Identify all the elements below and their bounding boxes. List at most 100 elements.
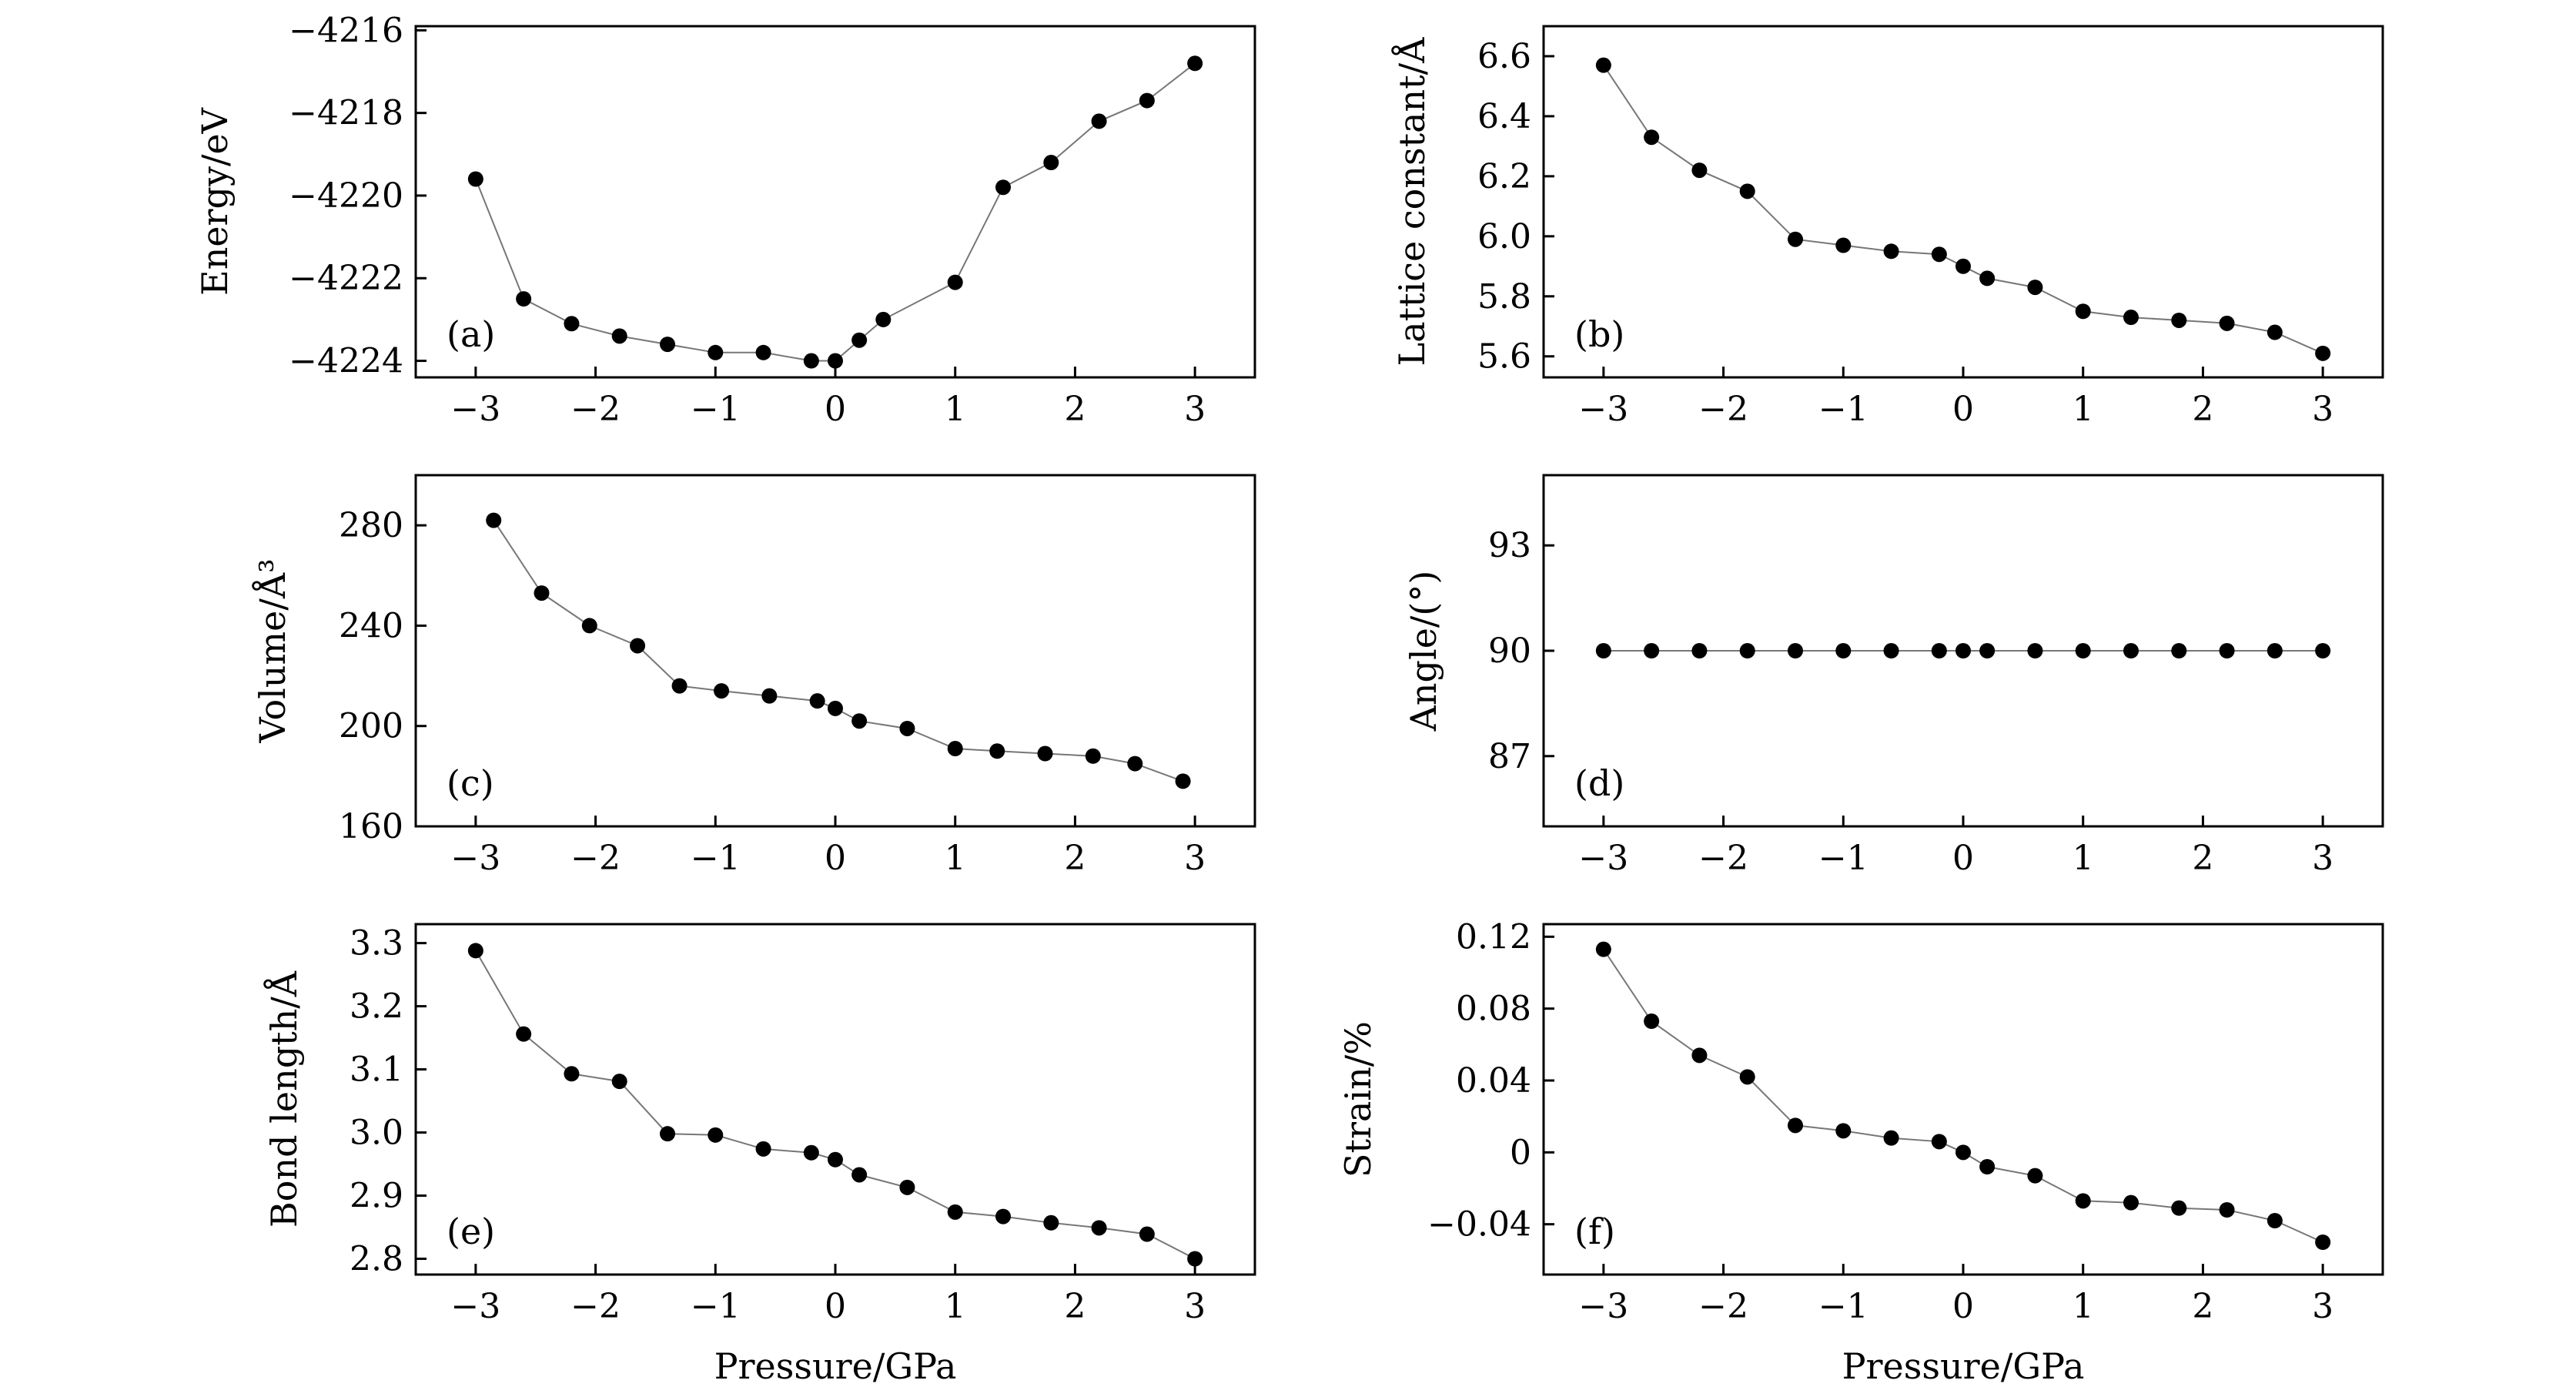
- panel-label: (b): [1574, 313, 1624, 355]
- x-tick-label: −2: [570, 1287, 621, 1326]
- data-point: [660, 1126, 675, 1142]
- x-tick-label: 2: [2192, 839, 2213, 878]
- data-point: [2315, 643, 2331, 658]
- data-point: [1835, 1123, 1852, 1139]
- y-tick-label: 5.6: [1477, 337, 1531, 377]
- data-point: [1091, 113, 1107, 129]
- panel-3: −3 −2 −1 0 1 2 3 87 90 93 Angle/(°) (d): [1403, 474, 2384, 878]
- panel-label: (d): [1574, 762, 1624, 804]
- plot-frame: [414, 474, 1256, 828]
- x-tick-label: −1: [691, 1287, 741, 1326]
- y-tick-label: 280: [339, 506, 403, 545]
- panel-0: −3 −2 −1 0 1 2 3 −4224 −4222 −4220 −4218 −4216 Energ…: [194, 11, 1256, 429]
- panel-4: −3 −2 −1 0 1 2 3 2.8 2.9 3.0 3.1 3.2 3.3 Bond length/…: [263, 923, 1256, 1387]
- x-tick-label: 3: [1184, 1287, 1206, 1326]
- data-point: [2027, 280, 2043, 296]
- data-point: [2219, 315, 2235, 331]
- y-tick-label: 93: [1488, 526, 1531, 565]
- plot-frame: [1542, 25, 2384, 379]
- x-tick-label: −1: [1818, 390, 1868, 429]
- data-point: [630, 638, 646, 654]
- data-point: [1037, 745, 1053, 762]
- data-point: [1139, 92, 1155, 109]
- y-tick-label: 6.2: [1477, 157, 1531, 196]
- x-tick-label: −3: [1578, 390, 1628, 429]
- x-axis-label: Pressure/GPa: [1842, 1345, 2085, 1387]
- x-tick-label: 0: [1952, 839, 1974, 878]
- data-point: [2315, 345, 2331, 361]
- x-tick-label: 0: [1952, 390, 1974, 429]
- x-tick-label: −3: [1578, 839, 1628, 878]
- y-tick-label: −0.04: [1427, 1205, 1531, 1245]
- y-tick-label: 240: [339, 606, 403, 645]
- data-point: [828, 700, 843, 716]
- data-point: [611, 328, 627, 344]
- data-point: [1175, 773, 1191, 789]
- data-point: [1955, 643, 1971, 658]
- data-point: [1931, 246, 1947, 263]
- data-point: [1835, 237, 1852, 253]
- x-tick-label: −1: [1818, 1287, 1868, 1326]
- data-point: [2075, 643, 2091, 658]
- data-point: [1931, 643, 1947, 658]
- data-point: [516, 291, 532, 307]
- plot-frame: [1542, 923, 2384, 1276]
- data-point: [486, 512, 502, 528]
- data-point: [2123, 1194, 2139, 1211]
- y-axis-label: Volume/Å³: [251, 558, 293, 743]
- x-tick-label: 1: [2073, 390, 2094, 429]
- x-tick-label: −2: [1698, 1287, 1748, 1326]
- y-tick-label: −4218: [289, 94, 403, 133]
- panel-label: (c): [447, 762, 494, 804]
- y-tick-label: 3.2: [350, 987, 403, 1027]
- panel-label: (e): [447, 1211, 495, 1252]
- data-point: [995, 1208, 1011, 1225]
- series-line: [474, 62, 1196, 362]
- data-point: [1979, 1159, 1996, 1174]
- data-point: [947, 1204, 963, 1220]
- data-point: [995, 179, 1011, 196]
- data-point: [611, 1074, 627, 1090]
- data-point: [875, 311, 892, 327]
- data-point: [2267, 1213, 2283, 1228]
- data-point: [1691, 162, 1708, 179]
- y-axis-label: Angle/(°): [1403, 571, 1444, 732]
- data-point: [1955, 258, 1971, 274]
- data-point: [671, 678, 687, 694]
- data-point: [2219, 1202, 2235, 1218]
- data-point: [1931, 1134, 1947, 1150]
- data-point: [1883, 1130, 1899, 1146]
- y-tick-label: 3.3: [350, 924, 403, 963]
- data-point: [828, 353, 843, 369]
- data-point: [2171, 643, 2187, 658]
- y-axis-label: Energy/eV: [194, 107, 236, 296]
- x-tick-label: 3: [1184, 839, 1206, 878]
- x-tick-label: 3: [2312, 1287, 2333, 1326]
- x-tick-label: −2: [570, 839, 621, 878]
- data-point: [1691, 1047, 1708, 1064]
- x-tick-label: 3: [1184, 390, 1206, 429]
- data-point: [660, 337, 675, 353]
- data-point: [947, 274, 963, 290]
- data-point: [1739, 1069, 1755, 1085]
- y-tick-label: 6.6: [1477, 37, 1531, 76]
- y-tick-label: 3.0: [350, 1114, 403, 1153]
- data-point: [1788, 231, 1803, 247]
- data-point: [2123, 643, 2139, 658]
- data-point: [1187, 55, 1203, 72]
- data-point: [1788, 1117, 1803, 1134]
- data-point: [2123, 310, 2139, 326]
- y-tick-label: −4216: [289, 11, 403, 50]
- data-point: [2075, 1193, 2091, 1209]
- data-point: [809, 693, 825, 709]
- data-point: [1955, 1144, 1971, 1161]
- data-point: [2075, 303, 2091, 320]
- x-tick-label: −1: [691, 839, 741, 878]
- y-tick-label: 6.4: [1477, 97, 1531, 136]
- data-point: [2171, 312, 2187, 328]
- panel-label: (a): [447, 313, 495, 355]
- data-point: [947, 741, 963, 757]
- data-point: [534, 585, 550, 601]
- data-point: [899, 1179, 915, 1195]
- data-point: [467, 171, 483, 187]
